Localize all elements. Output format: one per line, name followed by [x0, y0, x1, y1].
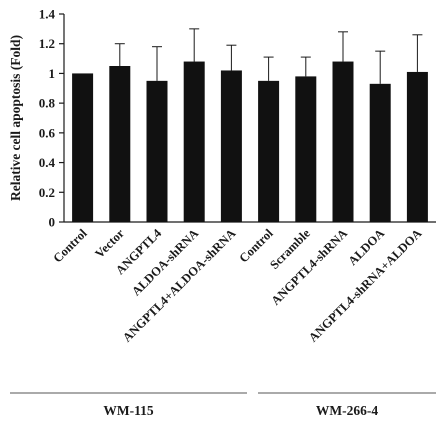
bar: [406, 71, 428, 222]
y-tick-label: 1.2: [39, 36, 55, 51]
error-bars: [114, 28, 423, 84]
bar: [369, 83, 391, 222]
category-label: ALDOA-shRNA: [129, 226, 201, 298]
bar: [258, 80, 280, 222]
y-tick-label: 0.4: [39, 155, 56, 170]
y-tick-label: 0.6: [39, 125, 56, 140]
bars: [72, 61, 428, 223]
bar: [72, 73, 94, 222]
y-ticks: 0 0.2 0.4 0.6 0.8 1 1.2 1.4: [39, 7, 64, 230]
bar: [332, 61, 354, 222]
group-label: WM-115: [103, 403, 153, 418]
y-tick-label: 0.2: [39, 185, 55, 200]
group-brackets: WM-115 WM-266-4: [10, 392, 436, 418]
bar: [146, 80, 168, 222]
group-label: WM-266-4: [316, 403, 378, 418]
bar: [109, 66, 131, 222]
category-label: Vector: [92, 226, 127, 261]
y-tick-label: 0: [49, 215, 56, 230]
bar: [295, 76, 317, 223]
category-labels: Control VectorANGPTL4ALDOA-shRNAANGPTL4+A…: [51, 226, 425, 345]
bar: [183, 61, 205, 222]
y-tick-label: 1.4: [39, 7, 56, 22]
y-tick-label: 0.8: [39, 96, 56, 111]
category-label: Control: [51, 226, 91, 266]
y-tick-label: 1: [49, 66, 56, 81]
y-axis-label: Relative cell apoptosis (Fold): [8, 35, 23, 201]
bar: [220, 70, 242, 222]
